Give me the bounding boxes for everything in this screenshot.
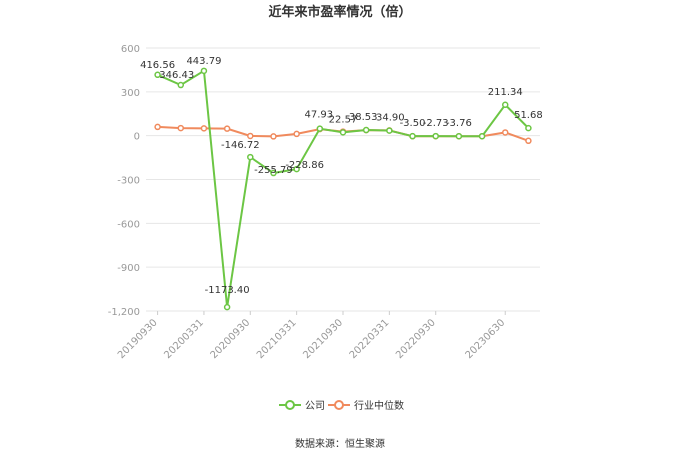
data-source: 数据来源：恒生聚源	[295, 437, 385, 450]
legend-label-company: 公司	[305, 401, 325, 412]
point-industry-median[interactable]	[154, 123, 161, 131]
point-company[interactable]	[154, 71, 161, 79]
y-tick-label: -600	[117, 219, 140, 230]
point-industry-median[interactable]	[200, 125, 208, 132]
data-label: 443.79	[186, 56, 221, 67]
point-industry-median[interactable]	[223, 125, 231, 132]
data-label: -3.76	[446, 118, 472, 129]
x-tick-label: 20200930	[209, 317, 253, 361]
y-axis-ticks: 600 300 0 -300 -600 -900 -1,200	[108, 44, 140, 318]
point-company[interactable]	[455, 132, 463, 140]
point-company[interactable]	[293, 165, 300, 173]
data-label: 211.34	[488, 87, 523, 98]
x-tick-label: 20220331	[348, 317, 392, 361]
point-company[interactable]	[339, 129, 347, 136]
x-axis-ticks: 20190930 20200331 20200930 20210331 20210930…	[116, 311, 507, 361]
point-company[interactable]	[223, 303, 231, 311]
point-industry-median[interactable]	[247, 132, 254, 140]
point-company[interactable]	[177, 81, 185, 89]
data-label: 22.57	[329, 114, 358, 125]
x-tick-label: 20200331	[162, 317, 206, 361]
point-industry-median[interactable]	[501, 129, 509, 136]
x-tick-label: 20220930	[394, 317, 438, 361]
x-tick-label: 20210331	[255, 317, 299, 361]
x-tick-label: 20230630	[464, 317, 508, 361]
legend-item-industry-median[interactable]: 行业中位数	[328, 399, 404, 412]
x-tick-label: 20190930	[116, 317, 160, 361]
y-tick-label: 300	[121, 88, 140, 99]
data-label: 34.90	[376, 113, 405, 124]
grid-lines	[146, 47, 540, 312]
point-company[interactable]	[200, 67, 208, 75]
legend[interactable]: 公司 行业中位数	[279, 399, 404, 412]
point-industry-median[interactable]	[270, 133, 277, 140]
x-tick-label: 20210930	[301, 317, 345, 361]
series-layer	[154, 67, 532, 311]
data-label: 346.43	[159, 70, 194, 81]
data-label: -146.72	[221, 140, 260, 151]
chart-title: 近年来市盈率情况（倍）	[268, 4, 411, 20]
y-tick-label: 600	[121, 44, 140, 55]
data-label: 416.56	[140, 60, 175, 71]
point-company[interactable]	[501, 101, 509, 109]
point-company[interactable]	[316, 125, 324, 132]
point-company[interactable]	[409, 132, 416, 140]
legend-item-company[interactable]: 公司	[279, 400, 325, 412]
y-tick-label: 0	[134, 132, 140, 143]
data-label: -228.86	[285, 160, 324, 171]
legend-marker-company	[285, 400, 295, 410]
point-company[interactable]	[525, 124, 532, 132]
series-line-company	[157, 69, 530, 308]
data-label: -255.79	[254, 165, 293, 176]
point-company[interactable]	[362, 126, 370, 134]
point-industry-median[interactable]	[293, 130, 300, 138]
point-company[interactable]	[270, 169, 277, 177]
data-label: 47.93	[305, 110, 334, 121]
data-label: -1173.40	[205, 285, 250, 296]
legend-label-industry-median: 行业中位数	[354, 399, 404, 412]
data-label: 38.53	[349, 112, 378, 123]
data-label: -3.50	[400, 118, 426, 129]
legend-marker-industry-median	[334, 400, 344, 410]
y-tick-label: -1,200	[108, 307, 140, 318]
y-tick-label: -900	[117, 263, 140, 274]
point-industry-median[interactable]	[177, 124, 185, 132]
point-company[interactable]	[432, 132, 439, 140]
data-label: -2.73	[423, 118, 449, 129]
point-company[interactable]	[478, 132, 486, 140]
point-company[interactable]	[386, 127, 393, 134]
data-label: 51.68	[514, 110, 543, 121]
y-tick-label: -300	[117, 176, 140, 187]
point-company[interactable]	[247, 153, 254, 161]
point-industry-median[interactable]	[525, 137, 532, 145]
